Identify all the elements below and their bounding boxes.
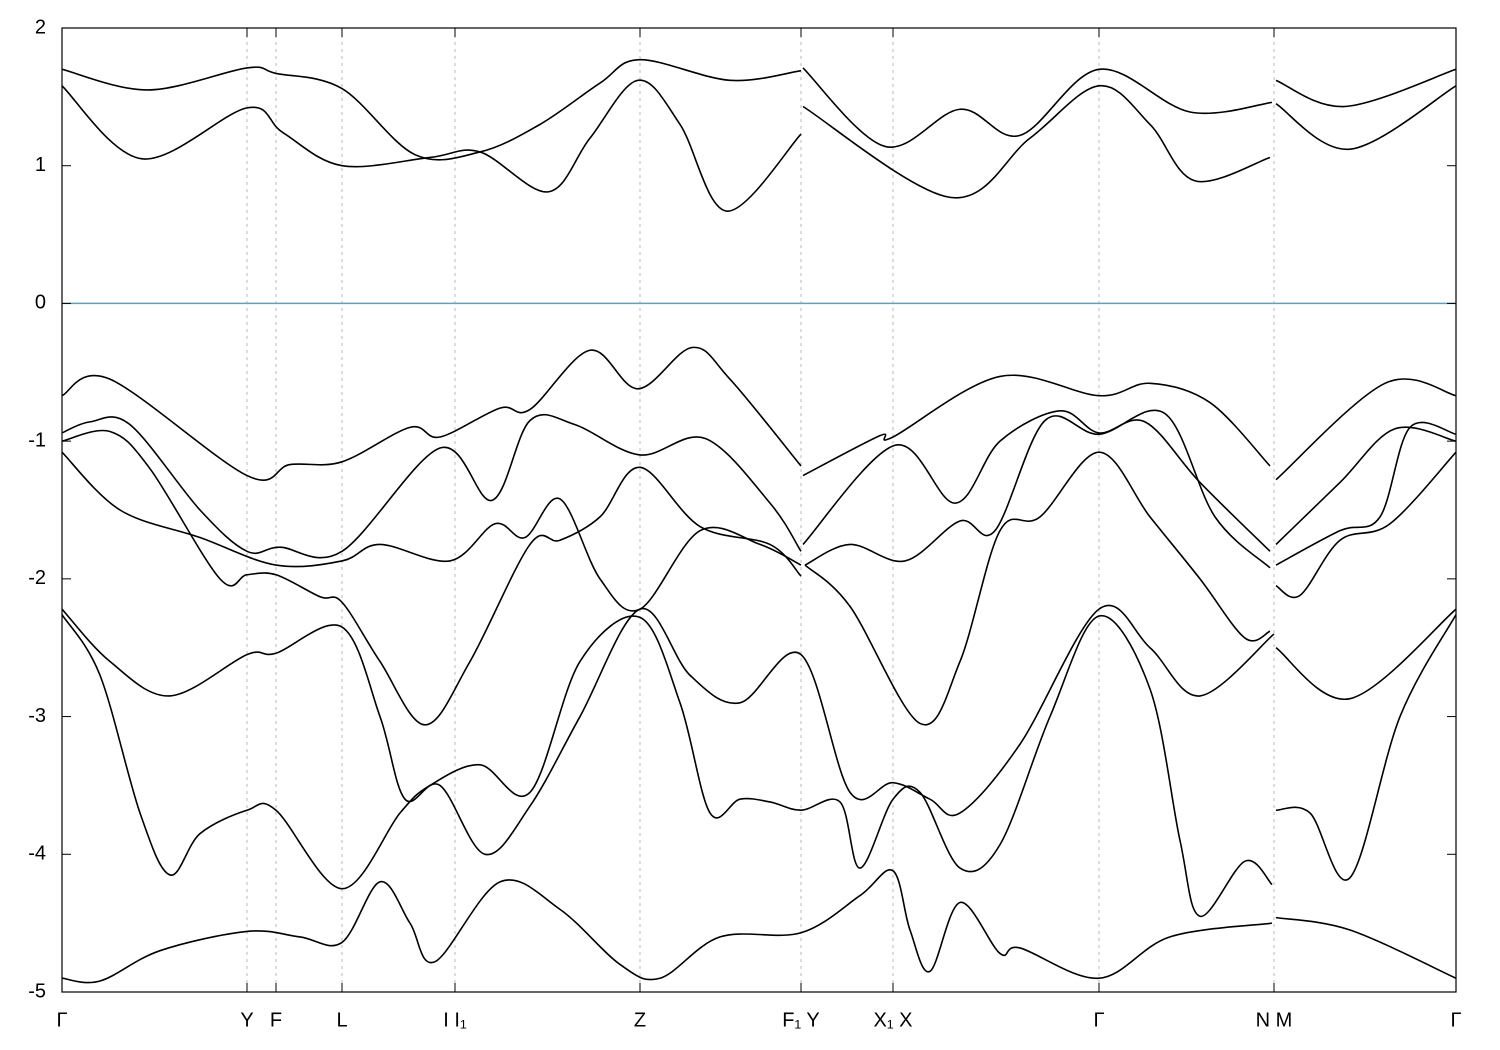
x-tick-label: N M [1256,1009,1293,1031]
y-tick-label: -5 [28,980,46,1002]
band-line [62,451,1456,726]
x-tick-label: L [336,1009,347,1031]
y-tick-label: -2 [28,567,46,589]
y-tick-label: -3 [28,705,46,727]
plot-frame [61,27,1457,993]
band-line [62,58,1456,161]
x-tick-label: F [270,1009,282,1031]
axes: -5 -4 -3 -2 -1 0 1 2 Γ Y F L I I₁ Z F₁ Y X₁ X Γ N M Γ [28,16,1461,1031]
band-line [62,604,1456,856]
grid [61,28,1457,992]
x-tick-label: Γ [1093,1009,1104,1031]
x-tick-label: I I₁ [443,1009,467,1031]
y-tick-label: -1 [28,429,46,451]
band-line [62,346,1456,481]
x-tick-label: F₁ Y [782,1009,820,1031]
x-tick-label: Γ [56,1009,67,1031]
x-tick-label: Z [634,1009,646,1031]
y-tick-label: 1 [35,154,46,176]
band-line [62,614,1456,918]
x-tick-label: X₁ X [874,1009,913,1031]
band-line [62,410,1456,559]
y-tick-label: 2 [35,16,46,38]
plot-area [62,58,1456,984]
y-tick-label: 0 [35,292,46,314]
x-tick-label: Γ [1450,1009,1461,1031]
y-tick-label: -4 [28,843,46,865]
x-tick-label: Y [240,1009,253,1031]
band-line [62,409,1456,726]
band-line [62,869,1456,984]
band-line [62,79,1456,212]
